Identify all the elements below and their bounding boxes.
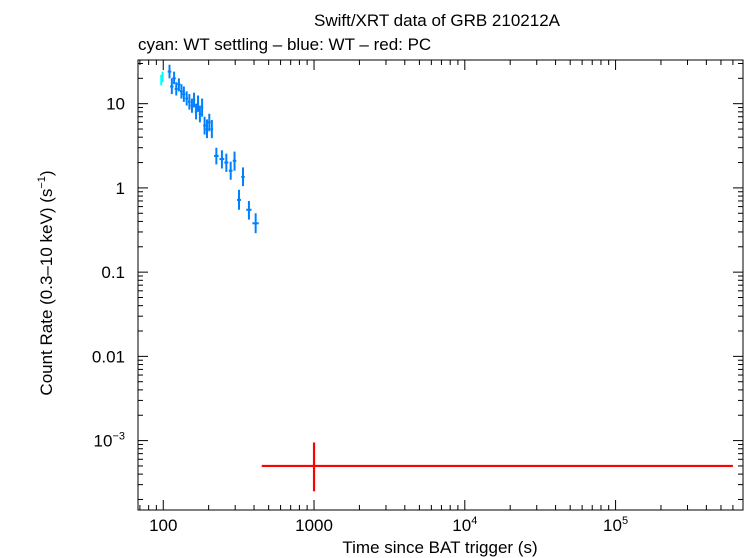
data-point: [203, 116, 206, 135]
data-point: [213, 147, 219, 165]
data-point: [196, 95, 200, 112]
y-tick-label: 10−3: [94, 431, 125, 451]
x-axis-label: Time since BAT trigger (s): [342, 538, 537, 557]
data-point: [219, 150, 225, 169]
data-point: [177, 78, 181, 92]
data-point: [236, 189, 242, 210]
x-axis-tick-labels: 100 1000 104 105: [149, 515, 628, 535]
data-point: [210, 120, 214, 139]
data-point: [161, 71, 164, 83]
y-tick-label: 10: [106, 95, 125, 114]
data-point: [194, 103, 198, 120]
y-axis-label: Count Rate (0.3–10 keV) (s−1): [36, 170, 56, 395]
x-tick-label: 100: [149, 516, 177, 535]
data-point: [170, 78, 174, 95]
data-point: [252, 213, 259, 234]
y-axis-tick-labels: 10 1 0.1 0.01 10−3: [92, 95, 125, 451]
axis-ticks: [138, 60, 744, 510]
data-point: [182, 86, 186, 102]
y-axis-label-exponent: −1: [36, 176, 48, 189]
data-point: [192, 92, 196, 108]
series-2: [261, 442, 733, 492]
x-tick-label: 1000: [295, 516, 333, 535]
data-point: [205, 119, 209, 139]
data-point: [190, 98, 194, 113]
y-tick-label: 0.1: [101, 263, 125, 282]
x-tick-label: 104: [452, 515, 477, 535]
chart-title: Swift/XRT data of GRB 210212A: [314, 11, 561, 30]
y-tick-label: 0.01: [92, 347, 125, 366]
data-point: [224, 153, 229, 172]
data-point: [232, 151, 237, 171]
data-point: [174, 82, 178, 96]
data-point: [179, 84, 183, 99]
data-point: [261, 442, 733, 492]
data-point: [167, 64, 172, 79]
plot-frame: [137, 59, 744, 511]
data-point: [246, 200, 252, 220]
data-point: [201, 98, 204, 117]
data-point: [241, 167, 245, 187]
y-axis-label-text: Count Rate (0.3–10 keV) (s: [37, 189, 56, 396]
y-tick-label: 1: [116, 179, 125, 198]
data-point: [188, 94, 191, 110]
y-axis-label-close: ): [37, 170, 56, 176]
data-point: [207, 113, 211, 132]
series-0: [160, 71, 164, 86]
series-1: [167, 64, 259, 234]
data-points: [160, 64, 733, 492]
x-tick-label: 105: [603, 515, 628, 535]
data-point: [198, 105, 202, 123]
chart-subtitle: cyan: WT settling – blue: WT – red: PC: [138, 35, 431, 54]
data-point: [172, 71, 176, 85]
data-point: [228, 161, 233, 180]
data-point: [185, 91, 189, 106]
